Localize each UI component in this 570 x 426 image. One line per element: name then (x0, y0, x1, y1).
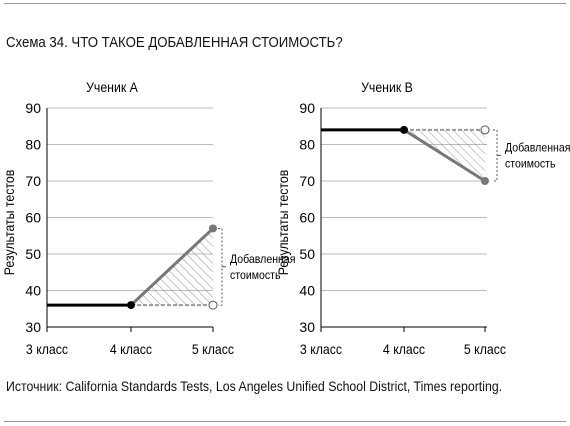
y-tick-label: 60 (25, 210, 41, 226)
x-tick-label: 5 класс (464, 341, 507, 357)
data-point (127, 301, 135, 310)
annotation-label: стоимость (505, 158, 556, 171)
x-tick-label: 4 класс (383, 341, 426, 357)
data-point (481, 177, 489, 185)
annotation-label: Добавленная (230, 253, 295, 266)
annotation-label: Добавленная (505, 142, 570, 155)
y-tick-label: 40 (25, 283, 41, 299)
chart-title: Ученик В (361, 79, 413, 95)
chart-panel-student-a: Ученик А 30 40 50 60 70 80 90 3 класс 4 класс 5 кл… (1, 79, 295, 357)
y-tick-label: 50 (299, 246, 315, 262)
source-note: Источник: California Standards Tests, Lo… (6, 378, 503, 394)
frame-bottom-rule (4, 421, 566, 422)
y-tick-label: 70 (299, 173, 315, 189)
annotation-bracket (218, 227, 223, 306)
y-tick-label: 30 (299, 319, 315, 335)
x-tick-label: 3 класс (26, 341, 69, 357)
y-tick-label: 80 (299, 137, 315, 153)
y-tick-label: 80 (25, 137, 41, 153)
y-tick-label: 90 (25, 100, 41, 116)
y-tick-label: 60 (299, 210, 315, 226)
frame-top-rule (4, 3, 566, 4)
y-tick-label: 90 (299, 100, 315, 116)
expected-point (208, 300, 218, 310)
y-tick-label: 30 (25, 319, 41, 335)
y-axis-label: Результаты тестов (1, 170, 17, 276)
actual-change-segment (129, 227, 215, 307)
data-point (209, 224, 217, 233)
y-tick-label: 50 (25, 246, 41, 262)
annotation-label: стоимость (230, 269, 281, 282)
y-tick-label: 40 (299, 283, 315, 299)
y-axis-label: Результаты тестов (275, 170, 291, 276)
x-tick-label: 4 класс (110, 341, 153, 357)
actual-change-segment (403, 128, 486, 183)
figure-title: Схема 34. ЧТО ТАКОЕ ДОБАВЛЕННАЯ СТОИМОСТ… (6, 34, 343, 51)
chart-panel-student-b: Ученик В 30 40 50 60 70 80 90 3 класс 4 класс 5 кл… (275, 79, 570, 357)
expected-point (480, 125, 490, 135)
x-tick-label: 3 класс (300, 341, 343, 357)
y-tick-label: 70 (25, 173, 41, 189)
x-tick-label: 5 класс (192, 341, 235, 357)
data-point (400, 125, 408, 134)
chart-title: Ученик А (86, 79, 138, 95)
annotation-bracket (493, 129, 498, 182)
